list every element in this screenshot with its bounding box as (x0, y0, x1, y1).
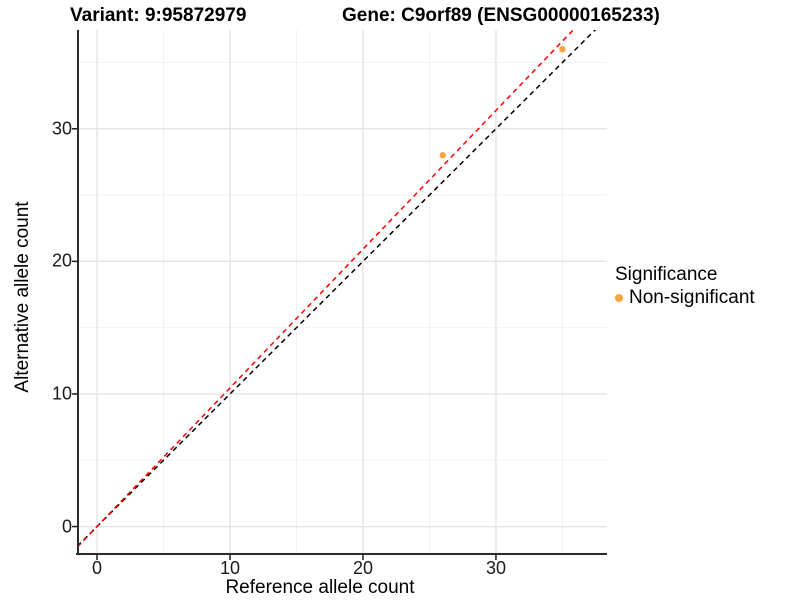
legend-item-label: Non-significant (629, 287, 755, 308)
plot-title-gene: Gene: C9orf89 (ENSG00000165233) (342, 5, 660, 26)
plot-title-variant: Variant: 9:95872979 (70, 5, 247, 26)
x-tick-label: 0 (92, 558, 103, 578)
y-axis-label: Alternative allele count (12, 201, 33, 393)
data-point (439, 152, 446, 159)
x-tick-label: 10 (219, 558, 240, 578)
y-tick-label: 30 (51, 118, 72, 139)
x-tick-label: 20 (352, 558, 373, 578)
identity-line (78, 30, 597, 547)
y-tick-label: 20 (51, 250, 72, 271)
y-tick-label: 10 (51, 383, 72, 404)
fit-line (78, 30, 575, 548)
legend-point-icon (615, 294, 623, 302)
data-point (559, 46, 566, 53)
x-tick-label: 30 (485, 558, 506, 578)
legend: Significance Non-significant (615, 263, 755, 309)
legend-item: Non-significant (615, 287, 755, 309)
x-axis-label: Reference allele count (225, 577, 415, 598)
y-tick-label: 0 (61, 516, 72, 537)
legend-title: Significance (615, 264, 718, 285)
